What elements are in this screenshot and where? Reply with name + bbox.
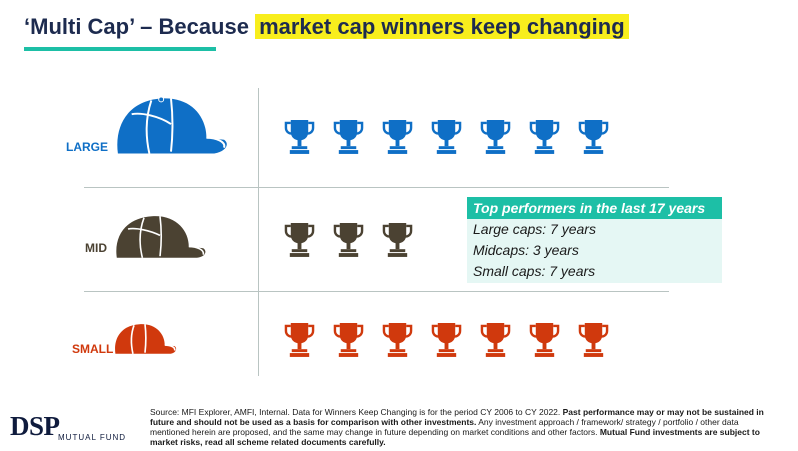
trophy-icon — [284, 120, 315, 154]
trophy-icon — [382, 323, 413, 357]
source-text-1: Source: MFI Explorer, AMFI, Internal. Da… — [150, 407, 563, 417]
trophy-icon — [284, 223, 315, 257]
callout-line-small: Small caps: 7 years — [473, 263, 596, 279]
dsp-logo: DSP MUTUAL FUND — [10, 411, 125, 443]
trophy-icon — [578, 120, 609, 154]
row-divider-2 — [84, 291, 669, 292]
callout-heading: Top performers in the last 17 years — [467, 197, 722, 219]
row-label-large: LARGE — [66, 140, 108, 154]
logo-subtitle: MUTUAL FUND — [58, 433, 127, 442]
trophy-icon — [382, 120, 413, 154]
callout-line-large: Large caps: 7 years — [473, 221, 596, 237]
row-divider-1 — [84, 187, 669, 188]
row-label-small: SMALL — [72, 342, 114, 356]
title-prefix: ‘Multi Cap’ – Because — [24, 14, 256, 39]
cap-icon-small — [115, 324, 177, 354]
trophy-icon — [333, 223, 364, 257]
trophy-row-large — [284, 118, 609, 155]
source-bold-2: Mutual Fund investments are subject to m… — [150, 427, 760, 447]
trophy-row-mid — [284, 221, 413, 258]
trophy-icon — [431, 120, 462, 154]
trophy-icon — [480, 120, 511, 154]
source-bold-1: Past performance may or may not be susta… — [150, 407, 764, 427]
trophy-icon — [578, 323, 609, 357]
row-label-mid: MID — [85, 241, 107, 255]
trophy-icon — [529, 120, 560, 154]
trophy-icon — [382, 223, 413, 257]
page-title: ‘Multi Cap’ – Because market cap winners… — [24, 14, 629, 40]
top-performers-callout: Top performers in the last 17 years Larg… — [467, 197, 722, 283]
logo-brand: DSP — [10, 411, 60, 441]
source-text-2: Any investment approach / framework/ str… — [150, 417, 739, 437]
trophy-row-small — [284, 321, 609, 358]
trophy-icon — [529, 323, 560, 357]
title-highlight: market cap winners keep changing — [255, 14, 629, 39]
trophy-icon — [480, 323, 511, 357]
title-underline — [24, 47, 216, 51]
source-footnote: Source: MFI Explorer, AMFI, Internal. Da… — [150, 407, 780, 447]
trophy-icon — [333, 323, 364, 357]
cap-icon-mid — [116, 216, 206, 258]
callout-line-mid: Midcaps: 3 years — [473, 242, 579, 258]
vertical-divider — [258, 88, 259, 376]
trophy-icon — [431, 323, 462, 357]
cap-icon-large — [117, 96, 227, 154]
trophy-icon — [284, 323, 315, 357]
trophy-icon — [333, 120, 364, 154]
